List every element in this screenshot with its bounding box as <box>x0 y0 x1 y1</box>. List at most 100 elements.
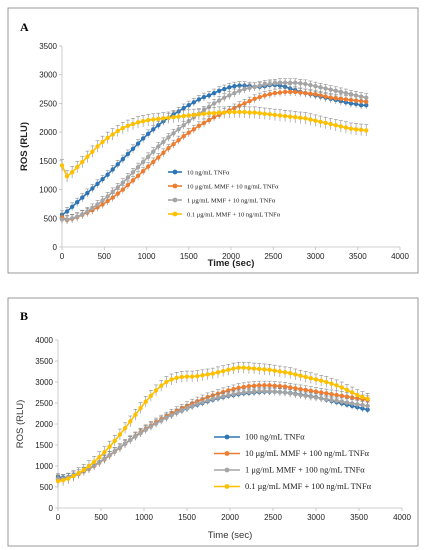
panel-a-data-point <box>303 81 308 87</box>
panel-a-data-point <box>237 109 242 115</box>
panel-a-label: A <box>20 20 29 34</box>
panel-a-data-point <box>206 104 212 110</box>
panel-b-data-point <box>117 445 123 450</box>
panel-b-data-point <box>159 383 164 388</box>
panel-a-data-point <box>69 216 75 221</box>
panel-a-data-point <box>252 110 257 115</box>
panel-a-data-point <box>100 139 105 145</box>
panel-a-data-point <box>277 90 283 95</box>
panel-a-data-point <box>181 113 186 119</box>
panel-a-data-point <box>130 146 136 151</box>
panel-a-data-point <box>277 80 283 85</box>
panel-b-data-point <box>200 399 205 405</box>
panel-a-data-point <box>120 125 126 131</box>
panel-b-data-point <box>86 463 92 469</box>
panel-b-data-point <box>189 374 195 379</box>
panel-b-y-tick-label: 500 <box>40 483 54 492</box>
panel-a-data-point <box>303 116 308 121</box>
panel-a-data-point <box>318 119 323 125</box>
panel-a-data-point <box>145 131 151 137</box>
panel-a-data-point <box>298 81 303 86</box>
panel-a-data-point <box>308 82 313 88</box>
panel-a-data-point <box>186 113 191 118</box>
panel-a-data-point <box>338 124 344 129</box>
panel-a-data-point <box>358 98 364 104</box>
panel-b-data-point <box>210 371 215 376</box>
panel-a-data-point <box>181 123 186 128</box>
panel-a-data-point <box>242 109 247 115</box>
panel-b-x-tick-label: 3500 <box>350 513 368 522</box>
panel-b-plot: 0 500 1000 1500 2000 2500 3000 3500 4000 0 500 1000… <box>15 336 411 541</box>
panel-a-data-point <box>216 110 222 115</box>
panel-a-data-point <box>206 110 212 116</box>
panel-b-data-point <box>195 401 200 407</box>
panel-b-data-point <box>308 376 314 381</box>
panel-a-data-point <box>257 110 262 116</box>
panel-a-data-point <box>191 112 197 118</box>
panel-a-data-point <box>191 127 197 132</box>
panel-a-x-tick-label: 2000 <box>222 252 240 261</box>
panel-a-data-point <box>181 133 186 139</box>
panel-a-y-tick-label: 1500 <box>39 157 57 166</box>
panel-a-data-point <box>156 116 161 122</box>
panel-a-data-point <box>222 110 227 115</box>
panel-b-data-point <box>344 387 350 393</box>
panel-a-data-point <box>272 112 278 118</box>
panel-b-y-tick-label: 2000 <box>35 420 53 429</box>
panel-a-data-point <box>262 111 267 116</box>
panel-b-data-point <box>133 434 138 439</box>
panel-a-data-point <box>130 178 136 183</box>
panel-b-data-point <box>339 399 344 404</box>
panel-b-data-point <box>313 377 319 382</box>
panel-b-data-point <box>179 374 185 380</box>
panel-a-data-point <box>242 86 247 92</box>
panel-a-data-point <box>338 96 344 102</box>
panel-b-data-point <box>195 373 200 379</box>
panel-b-data-point <box>339 393 344 399</box>
panel-b-data-point <box>303 387 308 393</box>
panel-a-series-2 <box>59 78 369 224</box>
panel-b-y-tick-label: 4000 <box>35 336 53 345</box>
panel-b-legend-marker <box>224 451 230 456</box>
panel-a-data-point <box>186 130 191 135</box>
panel-a-data-point <box>125 182 131 188</box>
panel-a-y-tick-label: 500 <box>44 214 58 223</box>
panel-b-x-tick-label: 2000 <box>221 513 239 522</box>
panel-b: B 0 500 1000 1500 2000 2500 3000 3500 4000 0 500 10… <box>7 297 419 547</box>
panel-b-legend-label: 0.1 μg/mL MMF + 100 ng/mL TNFα <box>245 481 372 491</box>
panel-a-data-point <box>216 88 222 93</box>
panel-b-data-point <box>365 403 370 409</box>
panel-a-data-point <box>115 162 120 167</box>
panel-a-data-point <box>110 132 115 137</box>
panel-b-data-point <box>153 388 159 393</box>
panel-b-data-point <box>66 476 71 481</box>
panel-a-data-point <box>333 123 338 128</box>
panel-a-data-point <box>171 142 176 147</box>
panel-a-data-point <box>69 170 75 175</box>
panel-b-x-axis-title: Time (sec) <box>208 530 253 541</box>
panel-b-data-point <box>349 390 355 395</box>
panel-a-data-point <box>343 97 349 102</box>
panel-b-data-point <box>257 366 262 372</box>
panel-b-data-point <box>60 478 66 483</box>
panel-b-border <box>7 297 419 547</box>
panel-a-y-axis-title: ROS (RLU) <box>19 122 30 171</box>
panel-b-x-tick-label: 500 <box>94 513 108 522</box>
panel-b-data-point <box>102 456 107 462</box>
panel-a-data-point <box>293 115 298 120</box>
panel-b-data-point <box>220 389 226 395</box>
panel-b-data-point <box>246 384 252 389</box>
panel-b-legend-label: 10 μg/mL MMF + 100 ng/mL TNFα <box>245 448 370 458</box>
panel-b-data-point <box>55 478 61 484</box>
panel-a-data-point <box>130 170 136 175</box>
panel-a-data-point <box>64 217 70 222</box>
panel-b-data-point <box>272 368 277 373</box>
panel-a-legend-marker <box>172 183 178 189</box>
panel-b-data-point <box>143 427 148 433</box>
panel-a-y-tick-label: 3500 <box>39 42 57 51</box>
panel-a-data-point <box>115 128 120 134</box>
panel-a-data-point <box>140 159 146 165</box>
panel-a-data-point <box>171 115 176 120</box>
panel-b-data-point <box>169 377 174 382</box>
panel-a-data-point <box>277 113 283 118</box>
